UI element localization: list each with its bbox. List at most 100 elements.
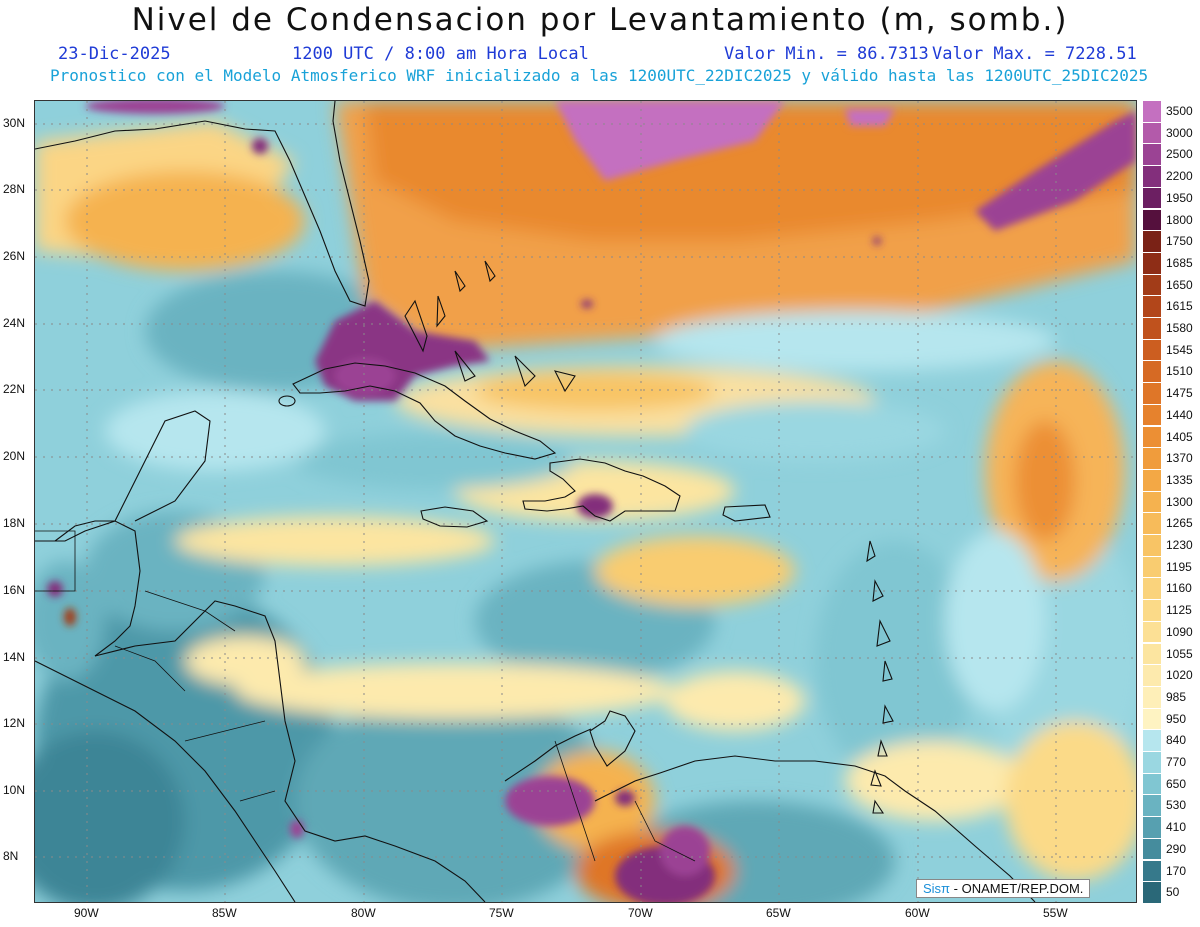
legend-label: 950 [1166, 711, 1187, 726]
legend-swatch [1143, 273, 1161, 296]
legend-label: 1750 [1166, 234, 1193, 249]
lat-label-10n: 10N [3, 783, 26, 797]
legend-label: 3000 [1166, 125, 1193, 140]
legend-label: 290 [1166, 841, 1187, 856]
legend-swatch [1143, 664, 1161, 686]
lon-label-90w: 90W [74, 906, 99, 920]
legend-label: 2500 [1166, 147, 1193, 162]
legend-swatch [1143, 794, 1161, 817]
max-value-label: Valor Max. = 7228.51 [932, 44, 1137, 64]
legend-label: 1335 [1166, 472, 1193, 487]
legend-swatch [1143, 512, 1161, 534]
legend-swatch [1143, 403, 1161, 426]
legend-label: 1615 [1166, 299, 1193, 314]
legend-label: 1370 [1166, 451, 1193, 466]
legend-label: 1230 [1166, 538, 1193, 552]
legend-colorbar [1143, 100, 1161, 903]
legend-label: 170 [1166, 863, 1187, 878]
legend-swatch [1143, 338, 1161, 361]
legend-label: 1300 [1166, 494, 1193, 509]
legend-swatch [1143, 685, 1161, 708]
legend-label: 1800 [1166, 212, 1193, 227]
legend-label: 1685 [1166, 255, 1193, 270]
lon-label-70w: 70W [628, 906, 653, 920]
date-label: 23-Dic-2025 [58, 44, 171, 64]
legend-label: 650 [1166, 776, 1187, 791]
lat-label-8n: 8N [3, 849, 19, 863]
credit-brand: Sisπ [923, 881, 951, 896]
legend-label: 1405 [1166, 429, 1193, 444]
legend-swatch [1143, 186, 1161, 209]
legend-swatch [1143, 729, 1161, 751]
lat-label-18n: 18N [3, 516, 26, 530]
legend-swatch [1143, 837, 1161, 860]
legend-swatch [1143, 490, 1161, 513]
legend-swatch [1143, 165, 1161, 187]
lon-label-80w: 80W [351, 906, 376, 920]
min-value-label: Valor Min. = 86.7313 [724, 44, 929, 64]
legend-label: 985 [1166, 689, 1187, 704]
lat-label-26n: 26N [3, 249, 26, 263]
legend-swatch [1143, 121, 1161, 144]
shaded-field [35, 101, 1136, 902]
lat-label-20n: 20N [3, 449, 26, 463]
legend-label: 1090 [1166, 624, 1193, 639]
legend-label: 50 [1166, 885, 1180, 900]
high-lcl-patches [47, 101, 1136, 902]
legend-swatch [1143, 295, 1161, 317]
lat-label-16n: 16N [3, 583, 26, 597]
map-panel [34, 100, 1137, 903]
legend-swatch [1143, 251, 1161, 274]
credit-text: - ONAMET/REP.DOM. [950, 881, 1084, 896]
legend-swatch [1143, 425, 1161, 448]
legend-label: 1650 [1166, 277, 1193, 292]
lon-label-60w: 60W [905, 906, 930, 920]
legend-swatch [1143, 881, 1161, 903]
legend-swatch [1143, 642, 1161, 665]
legend-label: 1545 [1166, 342, 1193, 357]
legend-label: 840 [1166, 733, 1187, 748]
legend-swatch [1143, 816, 1161, 838]
legend-swatch [1143, 555, 1161, 578]
legend-swatch [1143, 143, 1161, 166]
lon-label-55w: 55W [1043, 906, 1068, 920]
graticule [35, 101, 1136, 902]
lon-label-75w: 75W [489, 906, 514, 920]
lat-label-22n: 22N [3, 382, 26, 396]
lon-label-85w: 85W [212, 906, 237, 920]
legend-swatch [1143, 208, 1161, 231]
legend-label: 1440 [1166, 407, 1193, 422]
legend-swatch [1143, 382, 1161, 404]
legend-swatch [1143, 751, 1161, 773]
legend-label: 1265 [1166, 516, 1193, 531]
legend-label: 1055 [1166, 646, 1193, 661]
legend-label: 2200 [1166, 169, 1193, 184]
legend-swatch [1143, 577, 1161, 600]
legend-label: 3500 [1166, 104, 1193, 118]
lat-label-24n: 24N [3, 316, 26, 330]
borders [35, 530, 696, 862]
legend-swatch [1143, 772, 1161, 795]
lat-label-12n: 12N [3, 716, 26, 730]
legend-swatch [1143, 230, 1161, 252]
legend-swatch [1143, 534, 1161, 556]
legend-label: 410 [1166, 820, 1187, 835]
legend-label: 1475 [1166, 386, 1193, 401]
lat-label-28n: 28N [3, 182, 26, 196]
legend-swatch [1143, 468, 1161, 491]
legend-label: 1125 [1166, 603, 1192, 618]
legend-swatch [1143, 859, 1161, 882]
legend-swatch [1143, 620, 1161, 643]
legend-label: 1510 [1166, 364, 1193, 379]
legend-label: 530 [1166, 798, 1187, 813]
legend-label: 1580 [1166, 321, 1193, 335]
legend-swatch [1143, 707, 1161, 730]
legend-swatch [1143, 360, 1161, 383]
coastlines [35, 101, 1036, 902]
legend-swatch [1143, 599, 1161, 621]
legend-swatch [1143, 317, 1161, 339]
legend-swatch [1143, 447, 1161, 469]
legend-label: 1950 [1166, 190, 1193, 205]
legend-label: 770 [1166, 755, 1187, 769]
legend-swatch [1143, 100, 1161, 122]
